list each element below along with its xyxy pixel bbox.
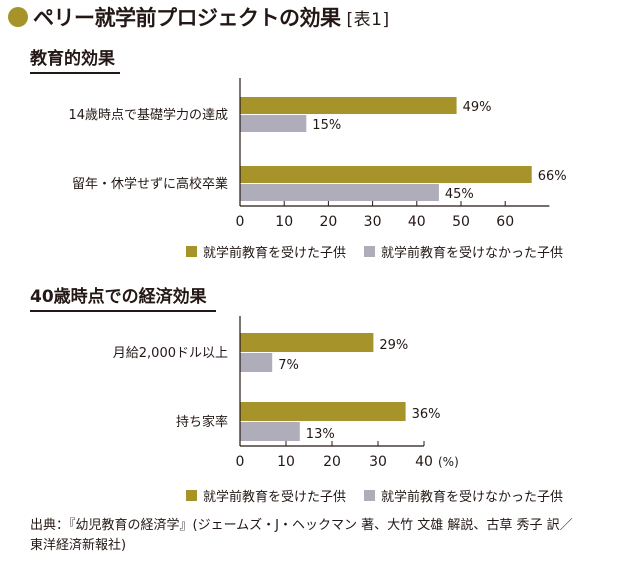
x-tick-label: 60 xyxy=(496,214,514,230)
x-tick-label: 30 xyxy=(364,214,382,230)
bar-no-preschool xyxy=(240,115,307,132)
source-line-1: 出典：『幼児教育の経済学』(ジェームズ・J・ヘックマン 著、大竹 文雄 解説、古… xyxy=(30,518,573,533)
header: ペリー就学前プロジェクトの効果 [表1] xyxy=(8,2,390,32)
legend-item-no-preschool: 就学前教育を受けなかった子供 xyxy=(364,486,563,505)
data-label: 66% xyxy=(538,169,567,184)
legend-swatch xyxy=(364,246,376,257)
chart-economy: 月給2,000ドル以上 29% 7% 持ち家率 36% 13% 0 10 20 30 40 (%) xyxy=(113,316,459,470)
title-bullet-icon xyxy=(8,7,28,27)
chart-education: 14歳時点で基礎学力の達成 49% 15% 留年・休学せずに高校卒業 66% 45% 0 10… xyxy=(68,78,567,230)
source-note: 出典：『幼児教育の経済学』(ジェームズ・J・ヘックマン 著、大竹 文雄 解説、古… xyxy=(30,516,630,556)
bar-preschool xyxy=(240,97,457,114)
section-rule-economy xyxy=(30,310,216,312)
source-line-2: 東洋経済新報社) xyxy=(30,538,127,553)
legend-label: 就学前教育を受けなかった子供 xyxy=(381,490,564,505)
bar-no-preschool xyxy=(240,422,300,441)
table-tag: [表1] xyxy=(346,9,390,30)
legend-economy: 就学前教育を受けた子供 就学前教育を受けなかった子供 xyxy=(186,486,581,505)
x-tick-label: 10 xyxy=(277,454,295,470)
data-label: 13% xyxy=(306,427,335,442)
x-tick-label: 30 xyxy=(369,454,387,470)
legend-swatch xyxy=(186,490,197,501)
data-label: 49% xyxy=(463,100,492,115)
data-label: 15% xyxy=(312,118,341,133)
legend-item-no-preschool: 就学前教育を受けなかった子供 xyxy=(364,242,563,261)
data-label: 45% xyxy=(445,187,474,202)
legend-label: 就学前教育を受けた子供 xyxy=(203,246,347,261)
section-title-education: 教育的効果 xyxy=(30,49,115,69)
x-tick-label: 50 xyxy=(452,214,470,230)
section-rule-education xyxy=(30,72,120,74)
data-label: 29% xyxy=(379,338,408,353)
category-label: 持ち家率 xyxy=(176,414,228,430)
bar-no-preschool xyxy=(240,353,273,372)
category-label: 14歳時点で基礎学力の達成 xyxy=(68,107,228,123)
x-tick-label: 20 xyxy=(323,454,341,470)
category-label: 月給2,000ドル以上 xyxy=(113,346,228,361)
legend-education: 就学前教育を受けた子供 就学前教育を受けなかった子供 xyxy=(186,242,581,261)
unit-label: (%) xyxy=(438,455,459,469)
data-label: 36% xyxy=(412,407,441,422)
legend-label: 就学前教育を受けた子供 xyxy=(203,490,347,505)
bar-preschool xyxy=(240,333,374,352)
x-tick-label: 20 xyxy=(319,214,337,230)
section-title-economy: 40歳時点での経済効果 xyxy=(30,287,207,307)
category-label: 留年・休学せずに高校卒業 xyxy=(72,176,228,192)
legend-item-preschool: 就学前教育を受けた子供 xyxy=(186,242,346,261)
x-tick-label: 0 xyxy=(236,454,245,470)
legend-swatch xyxy=(364,490,376,501)
legend-item-preschool: 就学前教育を受けた子供 xyxy=(186,486,346,505)
x-tick-label: 10 xyxy=(275,214,293,230)
legend-label: 就学前教育を受けなかった子供 xyxy=(381,246,564,261)
page-title: ペリー就学前プロジェクトの効果 xyxy=(33,6,341,30)
x-tick-label: 40 xyxy=(408,214,426,230)
bar-no-preschool xyxy=(240,184,439,201)
x-tick-label: 40 xyxy=(415,454,433,470)
legend-swatch xyxy=(186,246,197,257)
x-tick-label: 0 xyxy=(236,214,245,230)
bar-preschool xyxy=(240,166,532,183)
data-label: 7% xyxy=(278,358,299,373)
bar-preschool xyxy=(240,402,406,421)
